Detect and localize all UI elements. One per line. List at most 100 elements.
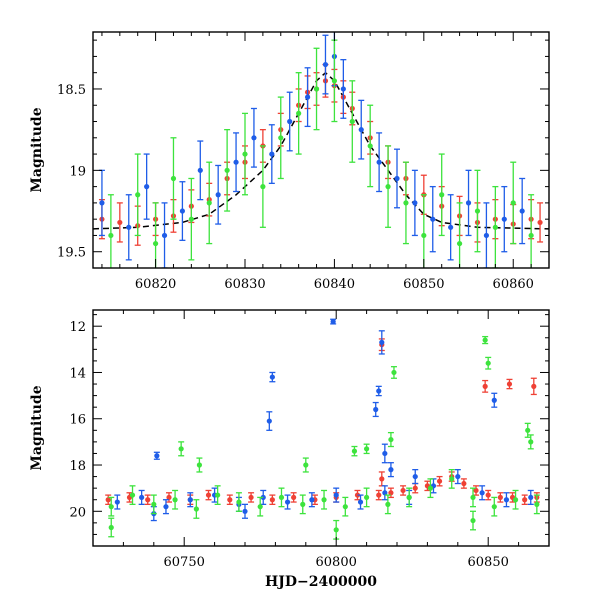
bottom-panel: 60750 60800 60850 12 14 16 18 20 Magnitude HJD−24… bbox=[29, 309, 550, 590]
data-point bbox=[354, 492, 361, 498]
data-point bbox=[342, 504, 348, 510]
data-point bbox=[227, 497, 233, 503]
data-point bbox=[497, 494, 503, 501]
bottom-x-axis-title: HJD−2400000 bbox=[265, 574, 377, 590]
data-point bbox=[482, 337, 488, 343]
data-point bbox=[257, 504, 263, 510]
data-point bbox=[206, 200, 212, 206]
data-point bbox=[108, 232, 114, 239]
data-point bbox=[331, 78, 338, 84]
data-point bbox=[528, 494, 534, 501]
bottom-series-0 bbox=[105, 338, 540, 506]
data-point bbox=[403, 200, 409, 206]
data-point bbox=[105, 497, 111, 503]
data-point bbox=[528, 232, 534, 239]
data-point bbox=[139, 494, 145, 501]
y-tick-label: 20 bbox=[69, 505, 86, 520]
data-point bbox=[260, 184, 266, 190]
y-tick-label: 19.5 bbox=[57, 246, 86, 261]
data-point bbox=[196, 462, 202, 468]
data-point bbox=[188, 216, 194, 222]
data-point bbox=[388, 490, 394, 496]
data-point bbox=[448, 224, 454, 230]
x-tick-label: 60750 bbox=[164, 555, 205, 570]
data-point bbox=[430, 216, 436, 222]
data-point bbox=[492, 224, 498, 230]
data-point bbox=[187, 497, 193, 503]
data-point bbox=[461, 480, 467, 487]
data-point bbox=[427, 485, 434, 491]
x-tick-label: 60820 bbox=[135, 277, 176, 292]
data-point bbox=[205, 492, 212, 498]
data-point bbox=[248, 494, 254, 501]
data-point bbox=[129, 492, 136, 498]
data-point bbox=[135, 192, 141, 198]
data-point bbox=[296, 110, 302, 116]
data-point bbox=[473, 487, 479, 494]
data-point bbox=[333, 492, 339, 498]
data-point bbox=[197, 167, 203, 173]
data-point bbox=[474, 208, 481, 214]
data-point bbox=[391, 369, 397, 376]
x-tick-label: 60860 bbox=[493, 277, 534, 292]
top-series-2 bbox=[107, 39, 535, 268]
data-point bbox=[501, 216, 507, 222]
data-point bbox=[166, 494, 172, 501]
x-tick-label: 60800 bbox=[316, 555, 357, 570]
data-point bbox=[367, 143, 373, 149]
top-model-curve bbox=[93, 71, 549, 230]
x-tick-label: 60840 bbox=[314, 277, 355, 292]
data-point bbox=[269, 497, 275, 503]
data-point bbox=[242, 508, 248, 514]
data-point bbox=[525, 427, 531, 433]
data-point bbox=[534, 501, 540, 507]
top-panel: 60820 60830 60840 60850 60860 18.5 19 19.5 Magni… bbox=[29, 31, 550, 292]
data-point bbox=[330, 318, 336, 325]
data-point bbox=[439, 192, 445, 198]
data-point bbox=[144, 184, 150, 190]
data-point bbox=[269, 374, 275, 380]
data-point bbox=[456, 240, 463, 247]
data-point bbox=[364, 494, 370, 501]
data-point bbox=[485, 492, 491, 498]
top-series-1 bbox=[98, 32, 526, 268]
data-point bbox=[506, 381, 513, 387]
data-point bbox=[421, 232, 427, 239]
data-point bbox=[388, 436, 394, 443]
data-point bbox=[528, 439, 534, 445]
data-point bbox=[412, 485, 418, 491]
data-point bbox=[179, 208, 186, 214]
data-point bbox=[510, 200, 516, 206]
bottom-plot-area bbox=[105, 318, 540, 540]
data-point bbox=[537, 219, 543, 226]
top-y-axis-title: Magnitude bbox=[29, 107, 45, 192]
data-point bbox=[351, 448, 358, 454]
data-point bbox=[376, 388, 382, 394]
data-point bbox=[522, 497, 528, 503]
data-point bbox=[291, 494, 297, 501]
data-point bbox=[313, 86, 320, 92]
data-point bbox=[400, 487, 406, 494]
data-point bbox=[412, 200, 418, 206]
x-tick-label: 60830 bbox=[224, 277, 265, 292]
data-point bbox=[117, 219, 123, 226]
data-point bbox=[224, 167, 230, 173]
top-plot-area bbox=[93, 32, 549, 268]
data-point bbox=[300, 501, 306, 507]
data-point bbox=[382, 490, 388, 496]
data-point bbox=[251, 135, 257, 141]
data-point bbox=[114, 499, 120, 505]
data-point bbox=[260, 494, 266, 501]
data-point bbox=[385, 501, 391, 507]
data-point bbox=[382, 450, 388, 457]
data-point bbox=[531, 383, 537, 389]
bottom-plot-frame bbox=[92, 309, 550, 547]
y-tick-label: 12 bbox=[69, 320, 86, 335]
bottom-series-2 bbox=[108, 335, 540, 540]
data-point bbox=[388, 467, 394, 473]
data-point bbox=[303, 462, 309, 468]
data-point bbox=[357, 499, 364, 505]
data-point bbox=[151, 501, 157, 507]
data-point bbox=[215, 492, 221, 498]
